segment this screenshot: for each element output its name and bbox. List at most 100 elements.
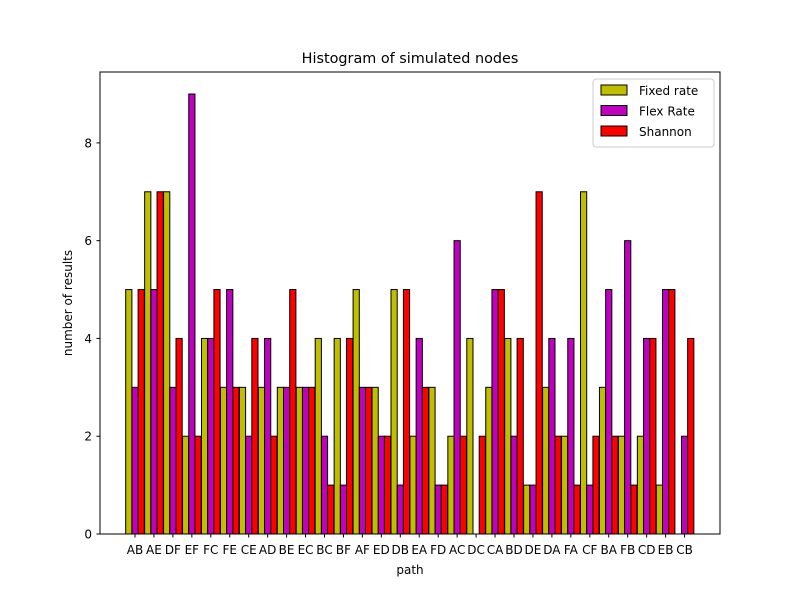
bar-bc-series-1 <box>314 337 322 535</box>
bar-fe-series-1 <box>219 386 228 535</box>
x-tick-label: EC <box>298 543 314 557</box>
bar-fd-series-2 <box>434 484 442 535</box>
bar-af-series-1 <box>352 289 360 535</box>
bar-ea-series-1 <box>409 435 417 535</box>
bar-ae-series-2 <box>150 289 158 535</box>
bar-db-series-1 <box>390 289 398 535</box>
bar-ac-series-1 <box>447 435 455 535</box>
bar-cd-series-2 <box>643 337 651 535</box>
y-tick-label: 6 <box>84 234 92 248</box>
bar-de-series-3 <box>535 191 543 535</box>
x-tick-label: CF <box>582 543 597 557</box>
bar-db-series-2 <box>396 484 404 535</box>
bar-ba-series-1 <box>598 386 607 535</box>
x-tick-label: FE <box>223 543 237 557</box>
bar-cd-series-3 <box>649 337 657 535</box>
bar-da-series-3 <box>554 435 562 535</box>
x-tick-label: CD <box>638 543 656 557</box>
legend-swatch <box>600 125 628 137</box>
bar-ef-series-2 <box>188 93 196 535</box>
x-tick-label: EF <box>185 543 200 557</box>
x-tick-label: AE <box>146 543 162 557</box>
bar-bf-series-3 <box>346 337 354 535</box>
legend-label: Shannon <box>639 125 692 139</box>
bar-dc-series-3 <box>478 435 486 535</box>
x-tick-label: DB <box>392 543 409 557</box>
bar-be-series-2 <box>283 386 291 535</box>
bar-ab-series-1 <box>125 289 133 535</box>
bar-ed-series-2 <box>377 435 385 535</box>
bar-be-series-3 <box>289 289 297 535</box>
y-axis-label: number of results <box>61 250 75 356</box>
y-tick-label: 8 <box>84 136 92 150</box>
bar-cf-series-3 <box>592 435 600 535</box>
bar-ce-series-3 <box>251 337 259 535</box>
x-tick-label: EA <box>411 543 428 557</box>
bar-ea-series-3 <box>421 386 430 535</box>
bar-ae-series-1 <box>144 191 152 535</box>
x-tick-label: BC <box>316 543 332 557</box>
bar-fc-series-3 <box>213 289 221 535</box>
bar-bf-series-2 <box>339 484 348 535</box>
bar-da-series-2 <box>548 337 556 535</box>
x-tick-label: AF <box>355 543 370 557</box>
bar-ce-series-2 <box>245 435 253 535</box>
bar-ef-series-1 <box>182 435 190 535</box>
x-tick-label: FD <box>430 543 446 557</box>
x-tick-label: EB <box>658 543 674 557</box>
y-tick-label: 2 <box>84 430 92 444</box>
bar-db-series-3 <box>402 289 411 535</box>
x-axis-ticks: AB AE DF EF FC FE CE AD BE EC BC BF AF ED DB EA FD AC DC CA… <box>127 534 693 557</box>
x-tick-label: DA <box>543 543 561 557</box>
legend-label: Flex Rate <box>639 105 695 119</box>
x-tick-label: DF <box>165 543 181 557</box>
bar-cd-series-1 <box>636 435 645 535</box>
bar-fe-series-2 <box>226 289 234 535</box>
bar-ec-series-1 <box>295 386 303 535</box>
bar-fb-series-1 <box>617 435 626 535</box>
x-tick-label: FC <box>203 543 218 557</box>
bar-ea-series-2 <box>415 337 423 535</box>
x-tick-label: FA <box>564 543 579 557</box>
bar-ce-series-1 <box>238 386 247 535</box>
legend-swatch <box>600 84 628 96</box>
bar-ec-series-2 <box>301 386 310 535</box>
x-tick-label: AC <box>449 543 465 557</box>
bar-bd-series-1 <box>504 337 512 535</box>
x-tick-label: CA <box>487 543 504 557</box>
bar-bf-series-1 <box>333 337 341 535</box>
bar-eb-series-1 <box>655 484 663 535</box>
plot-frame <box>99 71 721 535</box>
x-tick-label: BA <box>601 543 618 557</box>
bar-ab-series-2 <box>131 386 139 535</box>
bars-group <box>125 93 695 535</box>
bar-be-series-1 <box>276 386 284 535</box>
bar-eb-series-3 <box>668 289 676 535</box>
bar-df-series-3 <box>175 337 183 535</box>
x-tick-label: AD <box>259 543 276 557</box>
bar-bc-series-2 <box>320 435 329 535</box>
bar-fe-series-3 <box>232 386 240 535</box>
chart-title: Histogram of simulated nodes <box>302 51 519 67</box>
bar-ca-series-2 <box>491 289 499 535</box>
legend-swatch <box>600 105 628 116</box>
x-tick-label: CB <box>676 543 693 557</box>
bar-fc-series-2 <box>207 337 215 535</box>
bar-af-series-2 <box>358 386 366 535</box>
bar-bc-series-3 <box>327 484 335 535</box>
bar-ec-series-3 <box>308 386 316 535</box>
bar-ed-series-3 <box>383 435 392 535</box>
x-tick-label: BF <box>336 543 351 557</box>
bar-fd-series-1 <box>428 386 436 535</box>
x-tick-label: BE <box>279 543 295 557</box>
bar-cb-series-2 <box>680 435 689 535</box>
bar-ab-series-3 <box>137 289 145 535</box>
bar-ca-series-1 <box>485 386 493 535</box>
bar-fa-series-1 <box>561 435 569 535</box>
bar-cf-series-1 <box>580 191 588 535</box>
bar-ad-series-3 <box>270 435 278 535</box>
bar-fc-series-1 <box>201 337 209 535</box>
legend-label: Fixed rate <box>639 84 698 98</box>
bar-bd-series-2 <box>510 435 518 535</box>
